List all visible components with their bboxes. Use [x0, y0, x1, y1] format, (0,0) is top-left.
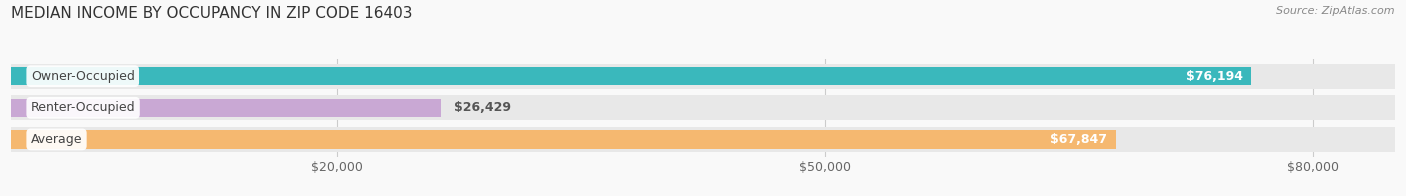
Bar	[11, 99, 441, 117]
Text: Owner-Occupied: Owner-Occupied	[31, 70, 135, 83]
Text: MEDIAN INCOME BY OCCUPANCY IN ZIP CODE 16403: MEDIAN INCOME BY OCCUPANCY IN ZIP CODE 1…	[11, 6, 413, 21]
Text: $76,194: $76,194	[1187, 70, 1243, 83]
Bar	[11, 67, 1251, 85]
Bar	[11, 127, 1395, 152]
Text: Average: Average	[31, 133, 83, 146]
Bar	[11, 64, 1395, 89]
Bar	[11, 130, 1115, 149]
Text: $26,429: $26,429	[454, 101, 512, 114]
Text: Source: ZipAtlas.com: Source: ZipAtlas.com	[1277, 6, 1395, 16]
Text: $67,847: $67,847	[1050, 133, 1108, 146]
Bar	[11, 95, 1395, 120]
Text: Renter-Occupied: Renter-Occupied	[31, 101, 135, 114]
